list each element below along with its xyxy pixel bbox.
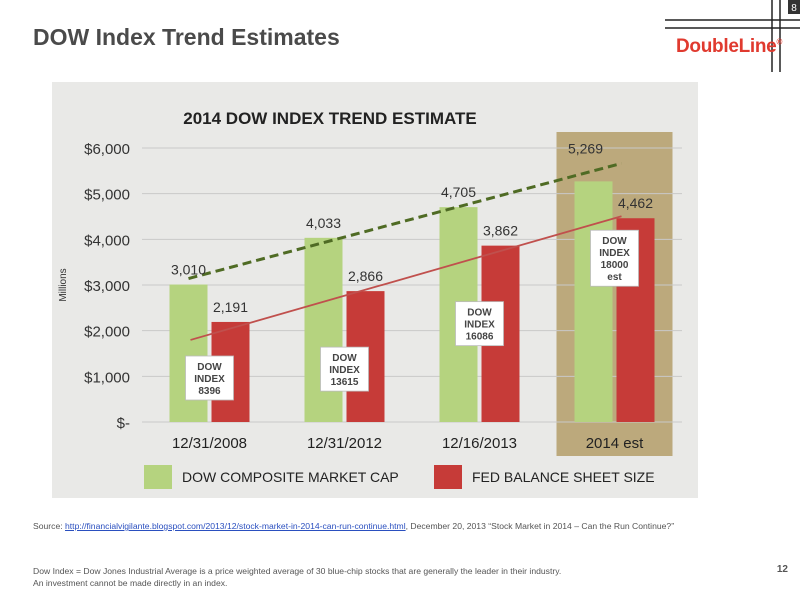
source-suffix: , December 20, 2013 “Stock Market in 201… — [405, 521, 675, 531]
dow-index-label: DOW — [602, 236, 627, 247]
logo-text: DoubleLine® — [676, 36, 782, 58]
dow-index-box — [455, 301, 504, 347]
y-tick-label: $6,000 — [84, 141, 130, 158]
logo-wordmark: DoubleLine — [676, 36, 777, 57]
chart-title: 2014 DOW INDEX TREND ESTIMATE — [183, 109, 476, 128]
data-label: 3,862 — [483, 223, 518, 239]
dow-index-label: 16086 — [466, 332, 494, 343]
source-note: Source: http://financialvigilante.blogsp… — [33, 521, 674, 531]
data-label: 4,033 — [306, 215, 341, 231]
logo-corner-mark: 8 — [791, 3, 797, 14]
y-tick-label: $5,000 — [84, 187, 130, 204]
logo-registered-mark: ® — [776, 37, 783, 47]
dow-index-label: INDEX — [464, 320, 495, 331]
dow-index-label: 13615 — [331, 377, 359, 388]
dow-index-label: DOW — [467, 308, 492, 319]
doubleline-logo: 8 — [665, 0, 800, 72]
dow-index-label: INDEX — [329, 365, 360, 376]
chart: 2014 DOW INDEX TREND ESTIMATE $- $1,000 $2,… — [52, 82, 698, 498]
page-number: 12 — [776, 564, 788, 575]
x-tick-label: 12/31/2012 — [307, 435, 382, 452]
highlight-column — [556, 132, 673, 456]
y-tick-label: $3,000 — [84, 278, 130, 295]
dow-index-box — [320, 346, 369, 392]
dow-index-label: DOW — [332, 353, 357, 364]
y-axis-label: Millions — [58, 268, 69, 301]
legend-swatch — [144, 465, 172, 489]
trendline-market-cap — [188, 161, 622, 280]
footnote: Dow Index = Dow Jones Industrial Average… — [33, 565, 561, 589]
x-tick-label: 12/16/2013 — [442, 435, 517, 452]
x-tick-label: 12/31/2008 — [172, 435, 247, 452]
data-label: 4,705 — [441, 184, 476, 200]
dow-index-label: DOW — [197, 362, 222, 373]
page-title: DOW Index Trend Estimates — [33, 24, 340, 50]
x-tick-label: 2014 est — [586, 435, 644, 452]
dow-index-box — [590, 229, 639, 287]
data-label: 2,191 — [213, 299, 248, 315]
dow-index-box — [185, 355, 234, 401]
y-tick-label: $- — [117, 415, 130, 432]
dow-index-label: INDEX — [194, 374, 225, 385]
bar-market-cap — [169, 284, 208, 422]
footnote-line-2: An investment cannot be made directly in… — [33, 578, 228, 588]
legend-swatch — [434, 465, 462, 489]
data-label: 4,462 — [618, 195, 653, 211]
footnote-line-1: Dow Index = Dow Jones Industrial Average… — [33, 566, 562, 576]
data-label: 5,269 — [568, 140, 603, 156]
dow-index-label: est — [607, 272, 622, 283]
y-tick-label: $2,000 — [84, 324, 130, 341]
data-label: 3,010 — [171, 262, 206, 278]
source-prefix: Source: — [33, 521, 66, 531]
source-link[interactable]: http://financialvigilante.blogspot.com/2… — [65, 521, 406, 531]
y-tick-label: $4,000 — [84, 232, 130, 249]
trendline-fed-balance — [190, 215, 622, 341]
chart-container: 2014 DOW INDEX TREND ESTIMATE $- $1,000 $2,… — [52, 82, 698, 498]
dow-index-label: INDEX — [599, 248, 630, 259]
legend-label: FED BALANCE SHEET SIZE — [472, 469, 655, 485]
legend-label: DOW COMPOSITE MARKET CAP — [182, 469, 399, 485]
dow-index-label: 8396 — [198, 386, 221, 397]
data-label: 2,866 — [348, 268, 383, 284]
bar-market-cap — [574, 181, 613, 422]
dow-index-label: 18000 — [601, 260, 629, 271]
y-tick-label: $1,000 — [84, 369, 130, 386]
bar-market-cap — [304, 237, 343, 422]
